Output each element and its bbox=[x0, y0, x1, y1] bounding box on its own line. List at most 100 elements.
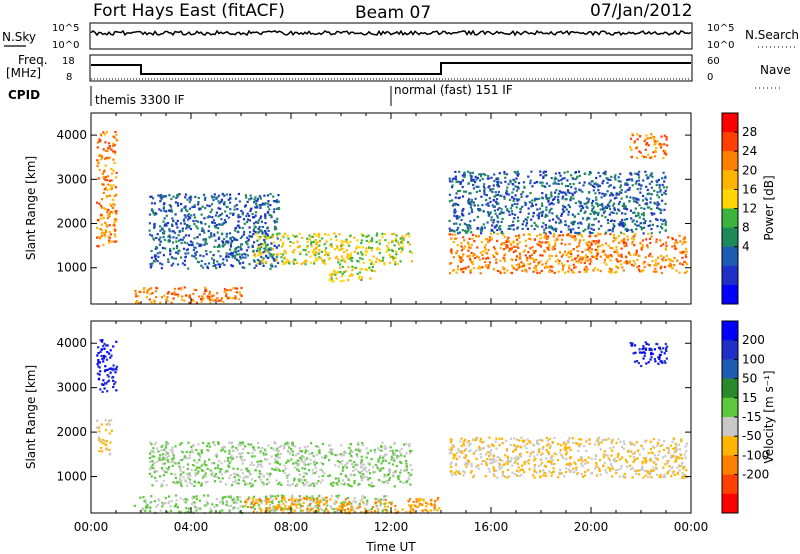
heatmap-cell bbox=[375, 240, 378, 244]
heatmap-cell bbox=[661, 456, 664, 459]
heatmap-cell bbox=[561, 191, 564, 194]
heatmap-cell bbox=[188, 454, 191, 457]
heatmap-cell bbox=[658, 231, 661, 234]
heatmap-cell bbox=[357, 449, 360, 452]
heatmap-cell bbox=[621, 204, 624, 207]
heatmap-cell bbox=[541, 241, 544, 244]
heatmap-cell bbox=[570, 221, 573, 224]
heatmap-cell bbox=[178, 480, 181, 483]
heatmap-cell bbox=[360, 242, 363, 245]
heatmap-cell bbox=[675, 269, 678, 272]
heatmap-cell bbox=[425, 509, 428, 512]
heatmap-cell bbox=[112, 375, 115, 379]
heatmap-cell bbox=[198, 233, 201, 236]
heatmap-cell bbox=[213, 193, 216, 196]
heatmap-cell bbox=[368, 259, 371, 262]
heatmap-cell bbox=[553, 233, 556, 236]
heatmap-cell bbox=[548, 470, 551, 473]
heatmap-cell bbox=[662, 256, 665, 259]
heatmap-cell bbox=[308, 504, 311, 507]
heatmap-cell bbox=[107, 375, 110, 378]
heatmap-cell bbox=[371, 266, 374, 269]
heatmap-cell bbox=[624, 182, 627, 185]
heatmap-cell bbox=[635, 147, 638, 150]
heatmap-cell bbox=[106, 351, 109, 354]
heatmap-cell bbox=[501, 470, 504, 473]
heatmap-cell bbox=[467, 243, 471, 246]
heatmap-cell bbox=[193, 205, 196, 208]
heatmap-cell bbox=[152, 212, 155, 215]
heatmap-cell bbox=[189, 240, 192, 243]
heatmap-cell bbox=[564, 223, 567, 227]
heatmap-cell bbox=[349, 443, 352, 446]
heatmap-cell bbox=[641, 199, 645, 202]
heatmap-cell bbox=[198, 207, 201, 210]
heatmap-cell bbox=[299, 503, 302, 506]
heatmap-cell bbox=[469, 224, 472, 228]
heatmap-cell bbox=[475, 190, 478, 193]
heatmap-cell bbox=[575, 190, 578, 193]
heatmap-cell bbox=[195, 466, 199, 469]
heatmap-cell bbox=[463, 443, 466, 447]
heatmap-cell bbox=[638, 183, 641, 186]
heatmap-cell bbox=[104, 229, 107, 232]
heatmap-cell bbox=[581, 460, 584, 463]
heatmap-cell bbox=[646, 244, 649, 247]
heatmap-cell bbox=[620, 189, 623, 192]
heatmap-cell bbox=[665, 241, 668, 244]
heatmap-cell bbox=[483, 189, 486, 192]
heatmap-cell bbox=[504, 454, 507, 457]
heatmap-cell bbox=[276, 217, 279, 220]
heatmap-cell bbox=[657, 442, 660, 445]
heatmap-cell bbox=[102, 244, 105, 247]
heatmap-cell bbox=[491, 204, 494, 207]
heatmap-cell bbox=[114, 186, 118, 189]
heatmap-cell bbox=[335, 271, 338, 274]
heatmap-cell bbox=[150, 287, 153, 290]
heatmap-cell bbox=[489, 211, 492, 214]
heatmap-cell bbox=[274, 495, 277, 498]
heatmap-cell bbox=[595, 196, 598, 199]
heatmap-cell bbox=[309, 261, 313, 264]
heatmap-cell bbox=[463, 463, 466, 466]
heatmap-cell bbox=[650, 173, 653, 176]
heatmap-cell bbox=[378, 478, 381, 482]
heatmap-cell bbox=[252, 446, 255, 449]
heatmap-cell bbox=[221, 245, 224, 248]
heatmap-cell bbox=[187, 226, 191, 229]
heatmap-cell bbox=[303, 463, 306, 466]
heatmap-cell bbox=[468, 212, 471, 215]
heatmap-cell bbox=[180, 202, 183, 206]
heatmap-cell bbox=[181, 227, 184, 230]
heatmap-cell bbox=[253, 201, 256, 204]
heatmap-cell bbox=[476, 176, 479, 180]
heatmap-cell bbox=[361, 257, 364, 261]
heatmap-cell bbox=[597, 443, 600, 446]
heatmap-cell bbox=[539, 454, 542, 457]
heatmap-cell bbox=[496, 181, 499, 184]
heatmap-cell bbox=[225, 235, 228, 238]
heatmap-cell bbox=[283, 472, 286, 475]
heatmap-cell bbox=[297, 469, 300, 472]
nsky-line bbox=[90, 29, 692, 37]
heatmap-cell bbox=[451, 233, 454, 236]
heatmap-cell bbox=[626, 238, 629, 241]
heatmap-cell bbox=[294, 503, 298, 507]
heatmap-cell bbox=[105, 440, 109, 443]
heatmap-cell bbox=[234, 500, 237, 503]
heatmap-cell bbox=[619, 259, 622, 262]
heatmap-cell bbox=[483, 183, 486, 186]
heatmap-cell bbox=[412, 500, 415, 503]
heatmap-cell bbox=[642, 217, 645, 220]
heatmap-cell bbox=[537, 243, 540, 247]
heatmap-cell bbox=[218, 236, 221, 239]
heatmap-cell bbox=[173, 231, 177, 234]
heatmap-cell bbox=[224, 210, 227, 213]
heatmap-cell bbox=[236, 498, 239, 501]
heatmap-cell bbox=[404, 469, 407, 472]
heatmap-cell bbox=[182, 466, 185, 469]
heatmap-cell bbox=[469, 171, 472, 175]
heatmap-cell bbox=[153, 202, 156, 205]
heatmap-cell bbox=[229, 193, 232, 196]
heatmap-cell bbox=[583, 474, 586, 477]
